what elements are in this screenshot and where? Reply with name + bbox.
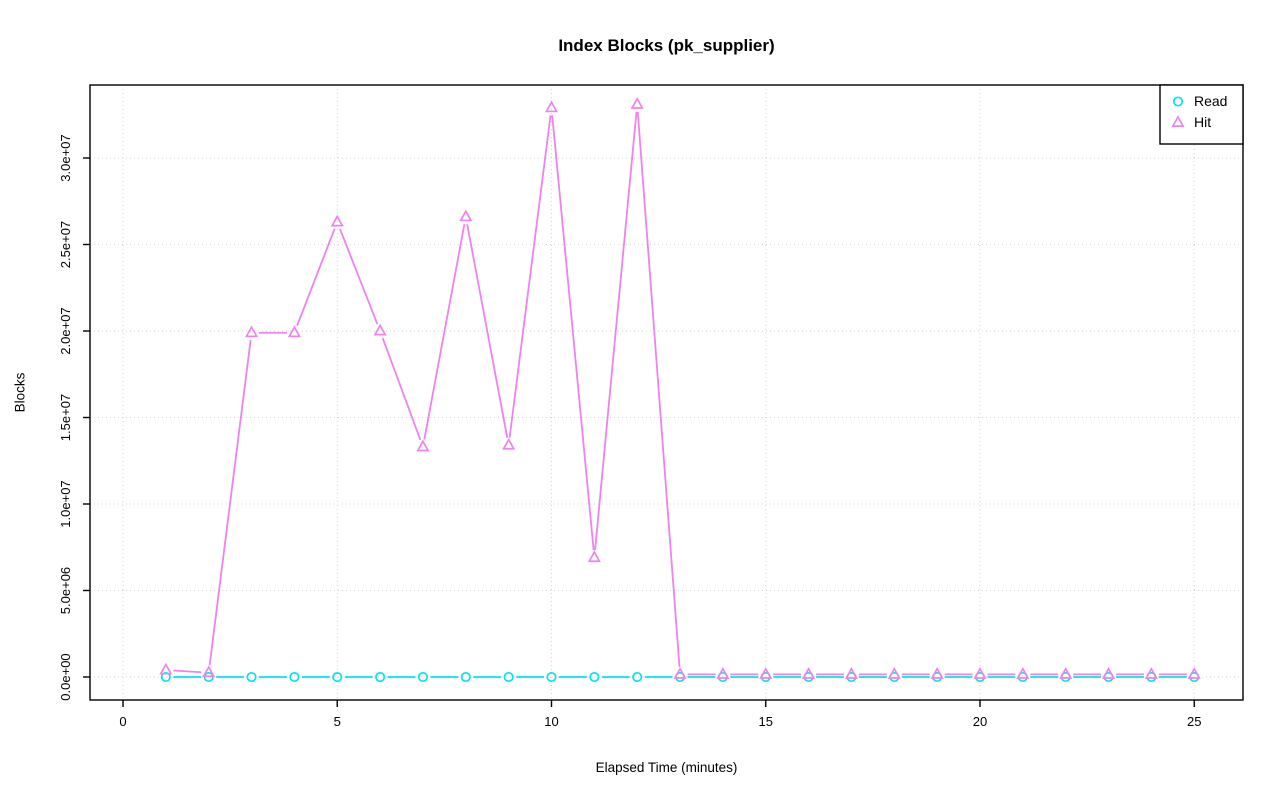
data-point-hit	[1059, 667, 1073, 679]
data-point-read	[546, 671, 557, 683]
data-point-read	[632, 671, 643, 683]
data-point-hit	[502, 437, 516, 450]
x-tick-label: 0	[119, 714, 126, 729]
data-point-read	[589, 671, 600, 683]
gridlines	[90, 85, 1243, 700]
data-point-read	[160, 671, 171, 683]
legend: Read Hit	[1159, 84, 1244, 145]
y-tick-label: 2.5e+07	[58, 221, 73, 268]
y-tick-label: 3.0e+07	[58, 134, 73, 181]
x-tick-label: 25	[1187, 714, 1201, 729]
data-point-read	[246, 671, 257, 683]
legend-marker-read	[1172, 96, 1184, 107]
data-point-hit	[202, 665, 216, 678]
x-tick-label: 15	[759, 714, 773, 729]
data-point-read	[332, 671, 343, 683]
legend-label-hit: Hit	[1194, 114, 1211, 130]
data-point-hit	[630, 97, 644, 109]
x-tick-label: 5	[334, 714, 341, 729]
data-point-hit	[716, 667, 730, 679]
data-point-hit	[973, 667, 987, 679]
legend-label-read: Read	[1194, 93, 1227, 109]
x-tick-label: 20	[973, 714, 987, 729]
data-point-hit	[1102, 667, 1116, 679]
x-axis-label: Elapsed Time (minutes)	[595, 760, 738, 775]
y-axis-label: Blocks	[12, 372, 28, 413]
data-point-hit	[459, 209, 473, 222]
data-point-hit	[245, 325, 259, 338]
data-point-hit	[1187, 667, 1201, 679]
data-point-read	[460, 671, 471, 683]
x-tick-label: 10	[544, 714, 558, 729]
data-point-hit	[759, 667, 773, 679]
data-point-read	[375, 671, 386, 683]
series-hit	[159, 97, 1201, 679]
data-point-hit	[416, 439, 430, 452]
data-point-hit	[930, 667, 944, 679]
axes: 0 5 10 15 20 25 0.0e+00 5.0e+06 1.0e+07 1.5e+07 2.…	[58, 84, 1244, 729]
data-point-hit	[1144, 667, 1158, 679]
data-point-hit	[587, 550, 601, 563]
data-point-hit	[373, 323, 387, 336]
data-point-hit	[673, 667, 687, 679]
legend-marker-hit	[1171, 115, 1185, 127]
data-point-hit	[544, 100, 559, 113]
y-tick-label: 0.0e+00	[58, 653, 73, 700]
data-point-hit	[287, 325, 301, 338]
data-point-hit	[1016, 667, 1030, 679]
data-point-hit	[887, 667, 901, 679]
y-tick-label: 2.0e+07	[58, 307, 73, 354]
y-tick-label: 1.5e+07	[58, 394, 73, 441]
data-point-hit	[802, 667, 816, 679]
data-point-read	[417, 671, 428, 683]
data-point-read	[503, 671, 514, 683]
data-point-hit	[159, 662, 173, 675]
data-point-read	[289, 671, 300, 683]
y-tick-label: 5.0e+06	[58, 567, 73, 614]
y-tick-label: 1.0e+07	[58, 480, 73, 527]
data-point-hit	[330, 214, 344, 227]
data-point-hit	[844, 667, 858, 679]
chart-title: Index Blocks (pk_supplier)	[558, 36, 775, 55]
